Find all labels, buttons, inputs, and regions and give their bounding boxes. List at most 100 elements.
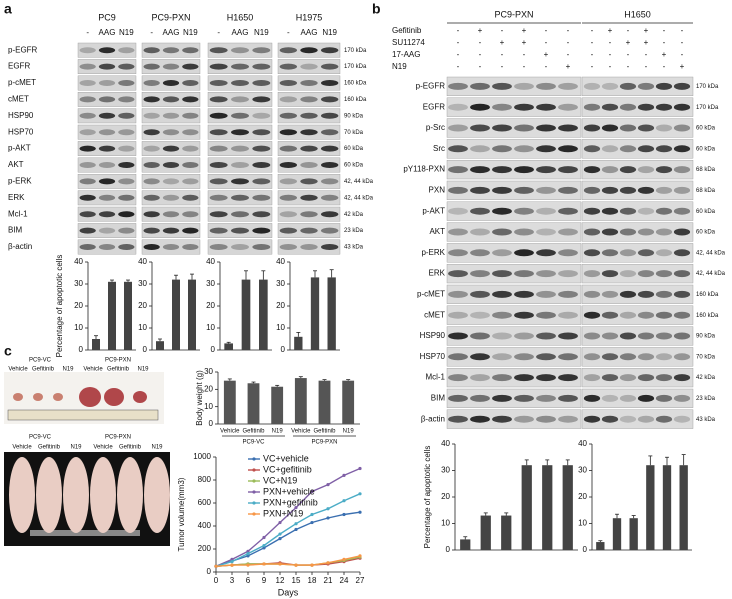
- band: [637, 353, 655, 361]
- band: [231, 112, 249, 119]
- band: [619, 249, 637, 257]
- y-tick-label: 20: [578, 492, 587, 501]
- band: [279, 129, 298, 136]
- treatment-label: N19: [392, 62, 407, 71]
- y-tick-label: 200: [198, 544, 212, 553]
- blot-strip: [446, 409, 582, 429]
- point: [246, 563, 250, 567]
- point: [230, 560, 234, 564]
- treatment-sign: +: [500, 38, 505, 47]
- band: [492, 415, 512, 423]
- band: [320, 47, 339, 54]
- tumor: [33, 393, 43, 401]
- band: [231, 227, 249, 234]
- y-tick-label: 30: [138, 279, 147, 288]
- lane-label: -: [86, 28, 89, 37]
- size-label: 42, 44 kDa: [344, 179, 374, 185]
- band: [514, 311, 534, 319]
- treatment-sign: -: [567, 50, 570, 59]
- y-tick-label: 20: [276, 301, 285, 310]
- band: [655, 103, 673, 111]
- band: [619, 332, 637, 340]
- band: [279, 211, 298, 218]
- y-tick-label: 0: [446, 545, 451, 554]
- tumor: [13, 393, 23, 401]
- protein-label: AKT: [8, 160, 24, 169]
- band: [300, 162, 318, 168]
- group-label: PC9-VC: [29, 435, 52, 441]
- blot-strip: [581, 201, 694, 221]
- band: [492, 311, 512, 319]
- band: [536, 207, 556, 215]
- band: [118, 129, 135, 136]
- band: [673, 374, 691, 382]
- point: [262, 535, 266, 540]
- blot-strip: [446, 159, 582, 180]
- band: [448, 290, 468, 298]
- band: [209, 162, 228, 168]
- bar: [294, 378, 307, 424]
- band: [279, 96, 298, 103]
- lane-label: Vehicle: [93, 445, 113, 451]
- band: [673, 270, 691, 278]
- blot-strip: [581, 305, 694, 325]
- bar: [124, 281, 132, 350]
- band: [601, 82, 619, 90]
- band: [279, 63, 298, 70]
- y-tick-label: 40: [74, 257, 83, 266]
- treatment-sign: +: [544, 50, 549, 59]
- protein-label: Mcl-1: [8, 209, 28, 218]
- treatment-sign: +: [566, 62, 571, 71]
- blot-strip: [581, 97, 694, 117]
- band: [673, 82, 691, 90]
- size-label: 68 kDa: [696, 167, 716, 173]
- band: [492, 103, 512, 111]
- band: [470, 415, 490, 423]
- band: [300, 178, 318, 185]
- band: [448, 353, 468, 361]
- point: [262, 546, 266, 550]
- size-label: 42, 44 kDa: [696, 271, 726, 277]
- point: [310, 520, 314, 525]
- band: [637, 374, 655, 382]
- protein-label: EGFR: [423, 102, 445, 111]
- band: [601, 353, 619, 361]
- blot-strip: [446, 347, 582, 367]
- band: [209, 244, 228, 250]
- blot-strip: [141, 59, 201, 75]
- band: [182, 211, 199, 218]
- band: [320, 194, 339, 201]
- band: [79, 129, 96, 136]
- protein-label: p-ERK: [421, 248, 445, 257]
- band: [448, 103, 468, 111]
- band: [536, 374, 556, 382]
- band: [673, 228, 691, 236]
- band: [655, 394, 673, 402]
- protein-label: EGFR: [8, 62, 30, 71]
- band: [320, 112, 339, 119]
- size-label: 60 kDa: [696, 230, 716, 236]
- band: [619, 270, 637, 278]
- lane-label: -: [150, 28, 153, 37]
- band: [492, 82, 512, 90]
- band: [558, 270, 578, 278]
- band: [118, 112, 135, 119]
- y-tick-label: 30: [204, 367, 213, 376]
- y-tick-label: 30: [441, 466, 450, 475]
- treatment-sign: -: [591, 38, 594, 47]
- group-label: PC9-PXN: [105, 358, 131, 364]
- band: [470, 290, 490, 298]
- band: [162, 211, 180, 218]
- band: [162, 194, 180, 201]
- band: [536, 415, 556, 423]
- x-tick-label: 27: [356, 576, 365, 585]
- band: [583, 82, 601, 90]
- band: [673, 290, 691, 298]
- band: [209, 80, 228, 86]
- size-label: 23 kDa: [344, 228, 364, 234]
- y-tick-label: 20: [206, 301, 215, 310]
- band: [209, 145, 228, 152]
- blot-strip: [446, 180, 582, 200]
- band: [162, 227, 180, 234]
- blot-strip: [141, 124, 201, 140]
